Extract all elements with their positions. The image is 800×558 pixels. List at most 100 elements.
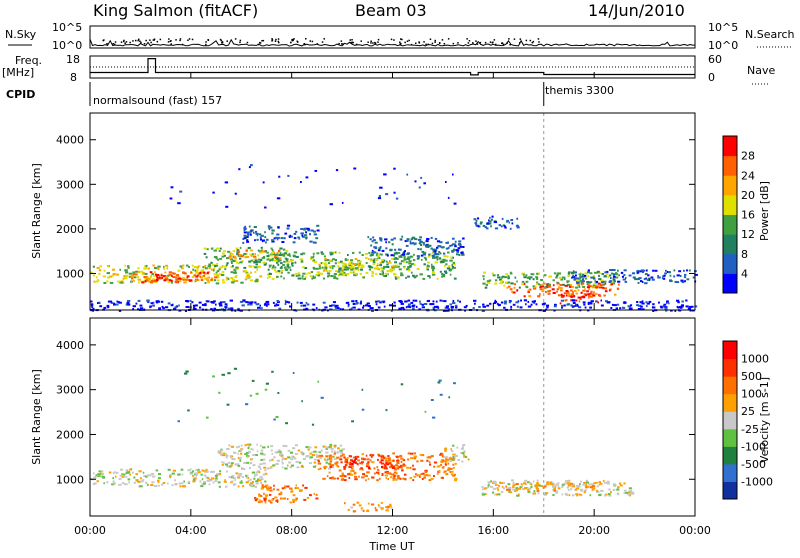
heatmap-cell: [403, 260, 406, 263]
heatmap-cell: [631, 491, 635, 494]
heatmap-cell: [248, 301, 252, 304]
heatmap-cell: [384, 466, 387, 469]
heatmap-cell: [371, 249, 374, 252]
heatmap-cell: [175, 276, 177, 279]
heatmap-cell: [230, 266, 234, 269]
heatmap-cell: [118, 309, 122, 312]
heatmap-cell: [377, 468, 380, 471]
heatmap-cell: [373, 239, 376, 242]
heatmap-cell: [115, 303, 119, 306]
heatmap-cell: [409, 242, 413, 245]
heatmap-cell: [316, 271, 321, 274]
heatmap-cell: [216, 270, 220, 273]
velocity-y-axis-label: Slant Range [km]: [30, 369, 43, 465]
heatmap-cell: [328, 446, 331, 449]
heatmap-cell: [534, 285, 537, 288]
heatmap-cell: [113, 303, 116, 306]
heatmap-cell: [343, 271, 346, 274]
heatmap-cell: [536, 490, 540, 492]
heatmap-cell: [537, 295, 540, 298]
heatmap-cell: [275, 499, 279, 502]
heatmap-cell: [445, 473, 448, 476]
heatmap-cell: [688, 305, 692, 308]
heatmap-cell: [536, 282, 538, 285]
heatmap-cell: [580, 489, 584, 492]
heatmap-cell: [136, 276, 140, 279]
heatmap-cell: [612, 278, 616, 281]
heatmap-cell: [395, 472, 398, 475]
heatmap-cell: [227, 278, 230, 281]
heatmap-cell: [206, 272, 209, 275]
heatmap-cell: [292, 494, 296, 497]
heatmap-cell: [383, 173, 387, 176]
heatmap-cell: [309, 494, 312, 497]
heatmap-cell: [199, 275, 201, 278]
heatmap-cell: [317, 274, 321, 277]
heatmap-cell: [164, 276, 167, 279]
heatmap-cell: [449, 303, 453, 306]
heatmap-cell: [442, 273, 446, 276]
heatmap-cell: [685, 305, 689, 308]
heatmap-cell: [410, 271, 413, 274]
heatmap-cell: [243, 462, 247, 464]
heatmap-cell: [271, 267, 274, 270]
noise-dot: [489, 41, 492, 43]
heatmap-cell: [345, 461, 348, 464]
heatmap-cell: [215, 271, 218, 274]
heatmap-cell: [643, 278, 646, 281]
heatmap-cell: [326, 475, 329, 478]
heatmap-cell: [248, 225, 251, 228]
heatmap-cell: [418, 308, 422, 311]
heatmap-cell: [530, 485, 533, 488]
heatmap-cell: [206, 300, 210, 303]
heatmap-cell: [511, 290, 514, 293]
heatmap-cell: [292, 372, 295, 374]
heatmap-cell: [436, 240, 441, 243]
heatmap-cell: [431, 254, 435, 257]
heatmap-cell: [593, 283, 596, 286]
heatmap-cell: [539, 286, 542, 289]
heatmap-cell: [449, 273, 452, 276]
heatmap-cell: [637, 281, 640, 284]
heatmap-cell: [604, 271, 607, 274]
heatmap-cell: [546, 481, 550, 484]
heatmap-cell: [378, 247, 382, 250]
heatmap-cell: [229, 299, 233, 302]
heatmap-cell: [112, 482, 114, 485]
heatmap-cell: [146, 300, 150, 303]
heatmap-cell: [566, 291, 570, 294]
heatmap-cell: [438, 251, 441, 253]
heatmap-cell: [331, 304, 333, 307]
heatmap-cell: [245, 403, 249, 406]
noise-dot: [501, 42, 504, 44]
heatmap-cell: [645, 277, 647, 280]
heatmap-cell: [407, 275, 410, 278]
heatmap-cell: [278, 249, 281, 252]
heatmap-cell: [353, 270, 355, 273]
heatmap-cell: [422, 253, 426, 256]
heatmap-cell: [394, 276, 398, 279]
heatmap-cell: [516, 289, 519, 292]
heatmap-cell: [613, 304, 617, 307]
heatmap-cell: [445, 263, 448, 266]
heatmap-cell: [182, 264, 185, 267]
noise-dot: [418, 41, 420, 43]
heatmap-cell: [259, 468, 262, 470]
heatmap-cell: [370, 453, 373, 456]
heatmap-cell: [585, 486, 588, 489]
heatmap-cell: [340, 454, 343, 457]
heatmap-cell: [351, 266, 355, 269]
heatmap-cell: [371, 251, 375, 254]
heatmap-cell: [436, 258, 439, 261]
heatmap-cell: [389, 476, 393, 479]
noise-dot: [137, 39, 139, 42]
heatmap-cell: [390, 505, 392, 508]
heatmap-cell: [247, 450, 252, 453]
heatmap-cell: [377, 458, 379, 461]
heatmap-cell: [254, 497, 257, 499]
heatmap-cell: [332, 477, 336, 480]
heatmap-cell: [567, 274, 571, 277]
heatmap-cell: [350, 459, 353, 462]
heatmap-cell: [123, 275, 126, 277]
heatmap-cell: [293, 232, 297, 235]
